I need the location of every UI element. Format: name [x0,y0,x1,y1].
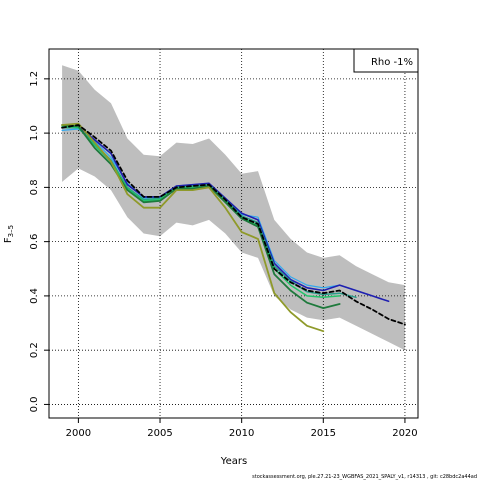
legend-box [353,48,419,73]
footer-source: stockassessment.org, ple.27.21-23_WGBFAS… [252,474,477,480]
series-line-6 [61,122,325,333]
series-line-2 [61,125,390,303]
plot-frame [48,48,419,419]
series-layer [61,122,406,333]
x-tick-label-2020: 2020 [392,428,417,439]
axis-layer: 2000 2005 2010 2015 2020 0.0 0.2 0.4 0.6 0.8 1.0 1.… [29,71,418,439]
series-line-5 [61,124,341,310]
legend-label: Rho -1% [371,57,413,68]
x-tick-label-2010: 2010 [229,428,254,439]
legend: Rho -1% [353,48,419,73]
y-tick-label-0: 0.0 [29,396,40,412]
y-tick-label-4: 0.8 [29,179,40,195]
y-tick-label-3: 0.6 [29,234,40,250]
x-axis-title: Years [220,456,247,467]
y-tick-label-5: 1.0 [29,125,40,141]
y-tick-label-2: 0.4 [29,288,40,304]
x-tick-label-2005: 2005 [147,428,172,439]
x-tick-label-2015: 2015 [311,428,336,439]
y-tick-label-6: 1.2 [29,71,40,87]
y-tick-label-1: 0.2 [29,342,40,358]
x-tick-label-2000: 2000 [66,428,91,439]
y-axis-title-subscript: 3–5 [7,225,15,237]
y-axis-title-main: F [3,237,14,243]
series-line-7 [61,124,406,326]
y-axis-title: F3–5 [3,225,15,243]
